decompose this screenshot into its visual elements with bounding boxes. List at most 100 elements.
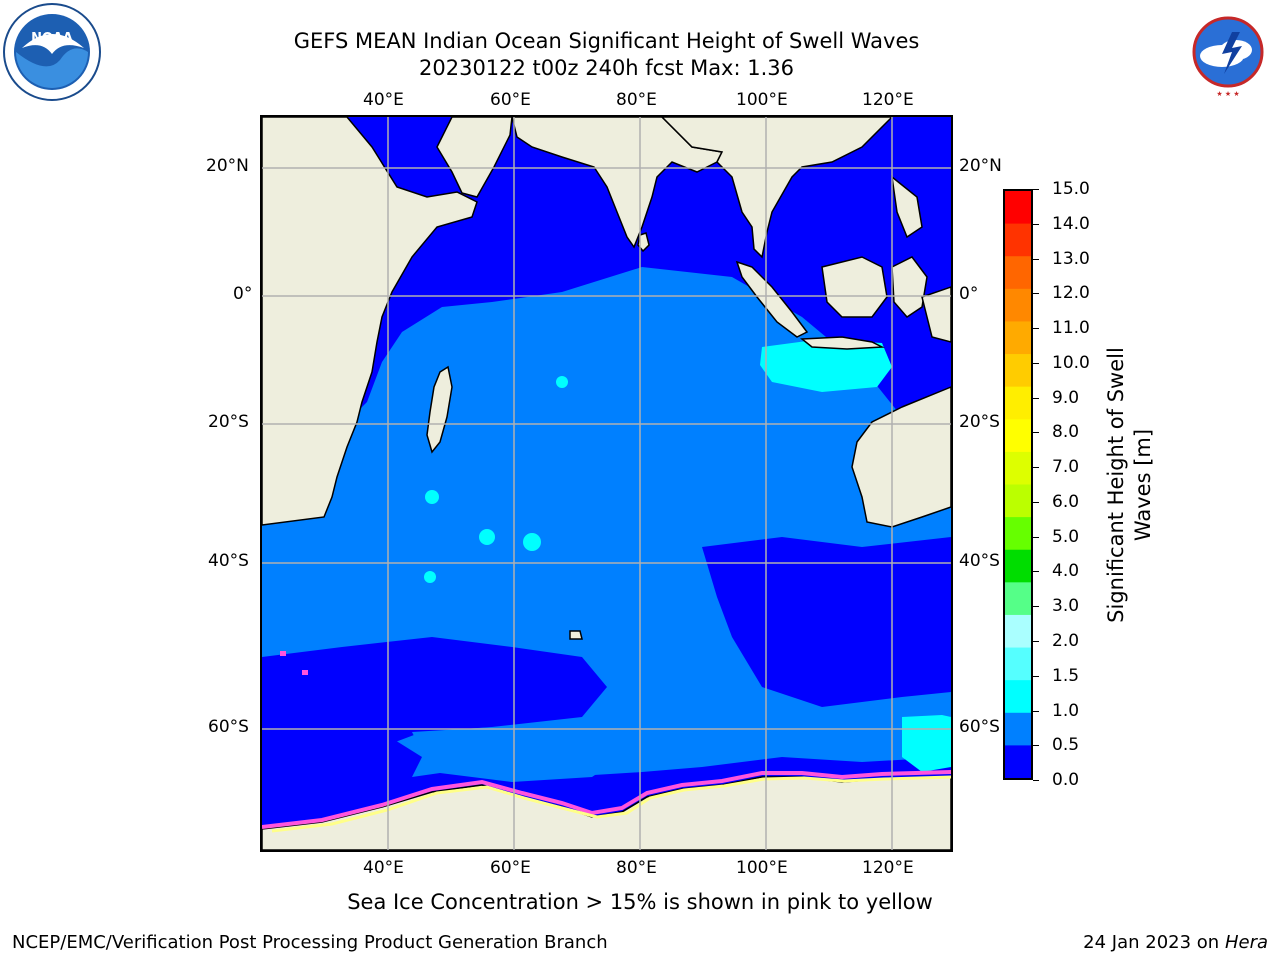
colorbar-tick-label: 2.0 <box>1052 630 1080 651</box>
lat-label-right: 20°N <box>959 156 1002 176</box>
colorbar-tick-mark <box>1033 606 1039 608</box>
colorbar-band <box>1005 256 1031 290</box>
colorbar-tick-label: 10.0 <box>1052 352 1090 373</box>
colorbar-band <box>1005 614 1031 649</box>
colorbar-tick-label: 15.0 <box>1052 179 1090 199</box>
nws-logo-graphic: ★ ★ ★ <box>1181 5 1275 99</box>
colorbar-band <box>1005 191 1031 225</box>
colorbar-tick-label: 6.0 <box>1052 491 1080 512</box>
colorbar-tick-mark <box>1033 328 1039 330</box>
colorbar-tick-mark <box>1033 293 1039 295</box>
colorbar <box>1003 189 1033 780</box>
lon-label-bottom: 40°E <box>363 858 404 878</box>
colorbar-tick-mark <box>1033 432 1039 434</box>
colorbar-tick-mark <box>1033 571 1039 573</box>
colorbar-tick-mark <box>1033 640 1039 642</box>
colorbar-label-line2: Waves [m] <box>1131 428 1155 542</box>
colorbar-ticks: 15.0 14.0 13.0 12.0 11.0 10.0 9.0 8.0 7.0 6.0 5.0 4… <box>1033 179 1100 799</box>
high-swell-patch <box>523 533 541 551</box>
lon-label-top: 120°E <box>862 90 914 110</box>
lat-label-right: 20°S <box>959 412 1000 432</box>
colorbar-tick-mark <box>1033 745 1039 747</box>
colorbar-band <box>1005 354 1031 388</box>
lon-label-top: 100°E <box>736 90 788 110</box>
colorbar-band <box>1005 745 1031 779</box>
colorbar-tick-label: 5.0 <box>1052 526 1080 547</box>
colorbar-band <box>1005 484 1031 518</box>
colorbar-tick-mark <box>1033 362 1039 364</box>
sea-ice-edge <box>262 770 951 829</box>
colorbar-label-line1: Significant Height of Swell <box>1104 347 1128 623</box>
nws-logo-stars: ★ ★ ★ <box>1216 90 1239 98</box>
colorbar-tick-label: 1.5 <box>1052 665 1080 686</box>
lon-label-bottom: 100°E <box>736 858 788 878</box>
graticule <box>262 117 951 850</box>
colorbar-tick-mark <box>1033 258 1039 260</box>
land-indonesia-east <box>891 256 928 318</box>
sea-ice-note: Sea Ice Concentration > 15% is shown in … <box>347 890 933 914</box>
colorbar-tick-mark <box>1033 467 1039 469</box>
map-graphic <box>262 117 951 850</box>
land-australia <box>851 386 951 528</box>
lon-label-top: 60°E <box>490 90 531 110</box>
low-swell-south-west <box>262 637 607 757</box>
high-swell-patch <box>479 529 495 545</box>
lon-label-bottom: 60°E <box>490 858 531 878</box>
colorbar-band <box>1005 582 1031 616</box>
lat-label-right: 0° <box>959 284 979 304</box>
colorbar-label: Significant Height of Swell Waves [m] <box>1103 305 1157 665</box>
lat-label-left: 20°N <box>206 156 249 176</box>
colorbar-tick-label: 12.0 <box>1052 283 1090 304</box>
colorbar-tick-label: 7.0 <box>1052 457 1080 478</box>
colorbar-band <box>1005 647 1031 681</box>
high-swell-off-java <box>760 339 892 392</box>
land-se-asia <box>660 117 894 259</box>
noaa-logo-graphic: NOAA <box>3 3 101 101</box>
colorbar-tick-label: 3.0 <box>1052 596 1080 617</box>
footer-date-text: 24 Jan 2023 on <box>1083 932 1225 953</box>
colorbar-tick-mark <box>1033 501 1039 503</box>
lat-label-left: 20°S <box>208 412 249 432</box>
colorbar-tick-label: 9.0 <box>1052 387 1080 408</box>
colorbar-band <box>1005 419 1031 453</box>
lon-label-top: 80°E <box>616 90 657 110</box>
colorbar-tick-mark <box>1033 675 1039 677</box>
colorbar-tick-label: 0.0 <box>1052 770 1080 790</box>
sea-ice-patch <box>280 651 286 656</box>
land-philippines <box>890 175 923 239</box>
colorbar-band <box>1005 321 1031 355</box>
land-africa <box>262 117 478 526</box>
colorbar-tick-label: 13.0 <box>1052 248 1090 269</box>
land-sumatra <box>735 260 809 338</box>
lon-label-top: 40°E <box>363 90 404 110</box>
colorbar-tick-label: 11.0 <box>1052 318 1090 339</box>
lon-label-bottom: 120°E <box>862 858 914 878</box>
colorbar-band <box>1005 680 1031 714</box>
high-swell-patch <box>425 490 439 504</box>
sea-ice-inner <box>271 775 951 833</box>
colorbar-tick-mark <box>1033 780 1039 781</box>
map-panel[interactable] <box>260 115 953 852</box>
noaa-logo: NOAA <box>2 2 102 102</box>
colorbar-tick-mark <box>1033 189 1039 190</box>
chart-subtitle: 20230122 t00z 240h fcst Max: 1.36 <box>419 56 794 80</box>
colorbar-tick-label: 14.0 <box>1052 213 1090 234</box>
colorbar-tick-label: 8.0 <box>1052 422 1080 443</box>
high-swell-patch <box>556 376 568 388</box>
colorbar-band <box>1005 712 1031 746</box>
land-new-guinea <box>921 286 951 343</box>
colorbar-tick-mark <box>1033 223 1039 225</box>
colorbar-tick-label: 0.5 <box>1052 735 1080 756</box>
lat-label-right: 40°S <box>959 551 1000 571</box>
noaa-logo-text: NOAA <box>31 31 73 46</box>
chart-title: GEFS MEAN Indian Ocean Significant Heigh… <box>293 29 920 53</box>
nws-logo: ★ ★ ★ <box>1178 2 1278 102</box>
footer-credit: NCEP/EMC/Verification Post Processing Pr… <box>12 932 608 953</box>
colorbar-band <box>1005 288 1031 322</box>
lon-label-bottom: 80°E <box>616 858 657 878</box>
land-kerguelen <box>569 630 583 640</box>
colorbar-band <box>1005 386 1031 420</box>
land-madagascar <box>426 365 453 454</box>
land-arabia <box>436 117 513 198</box>
lat-label-left: 40°S <box>208 551 249 571</box>
